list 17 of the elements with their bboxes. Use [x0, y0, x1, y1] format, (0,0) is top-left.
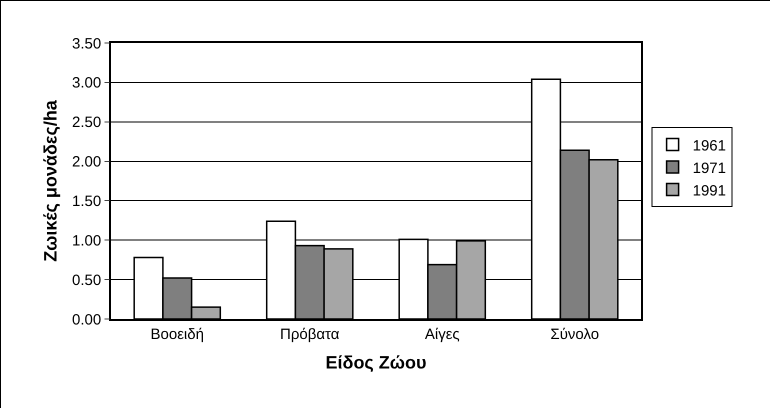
y-tick-label: 1.00	[72, 232, 102, 250]
legend-label: 1961	[692, 137, 726, 154]
legend-label: 1971	[692, 160, 726, 177]
x-tick-label: Σύνολο	[550, 326, 600, 343]
x-tick-label: Πρόβατα	[280, 326, 340, 343]
y-axis-title: Ζωικές μονάδες/ha	[40, 99, 61, 262]
y-tick-label: 3.00	[72, 74, 102, 92]
x-tick-label: Αίγες	[424, 326, 460, 343]
x-axis-title: Είδος Ζώου	[326, 352, 426, 372]
y-tick-label: 0.50	[72, 272, 102, 289]
y-tick-label: 1.50	[72, 192, 102, 210]
y-tick-label: 0.00	[72, 311, 102, 328]
legend-label: 1991	[692, 182, 726, 200]
y-tick-label: 2.50	[72, 114, 102, 132]
y-tick-label: 2.00	[72, 154, 102, 171]
x-tick-label: Βοοειδή	[150, 326, 204, 343]
y-tick-label: 3.50	[72, 35, 102, 52]
